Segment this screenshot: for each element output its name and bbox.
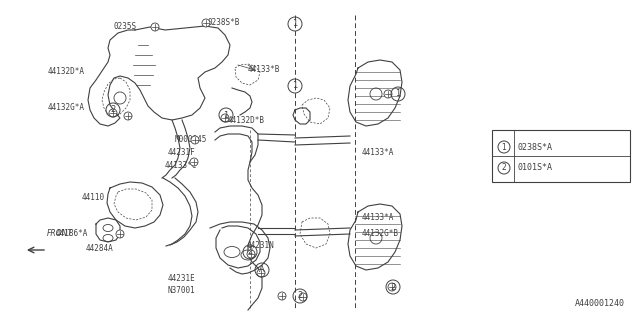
Text: 44133*A: 44133*A xyxy=(362,148,394,157)
Circle shape xyxy=(384,90,392,98)
Text: 44132D*A: 44132D*A xyxy=(48,67,85,76)
Bar xyxy=(492,130,630,182)
Circle shape xyxy=(109,109,117,117)
Circle shape xyxy=(299,293,307,301)
Circle shape xyxy=(191,136,199,144)
Text: 1: 1 xyxy=(292,82,298,91)
Text: 2: 2 xyxy=(502,164,506,172)
Text: 44284A: 44284A xyxy=(86,244,114,253)
Text: 0238S*B: 0238S*B xyxy=(208,18,241,27)
Circle shape xyxy=(124,112,132,120)
Text: 44231N: 44231N xyxy=(247,241,275,250)
Text: 2: 2 xyxy=(248,247,253,257)
Text: 2: 2 xyxy=(110,106,116,115)
Text: 44133*A: 44133*A xyxy=(362,213,394,222)
Circle shape xyxy=(278,292,286,300)
Text: FRONT: FRONT xyxy=(47,229,73,238)
Circle shape xyxy=(221,114,229,122)
Text: 44133*B: 44133*B xyxy=(248,65,280,74)
Text: 2: 2 xyxy=(390,283,396,292)
Text: 1: 1 xyxy=(502,142,506,151)
Text: A440001240: A440001240 xyxy=(575,299,625,308)
Text: 44132G*A: 44132G*A xyxy=(48,103,85,112)
Circle shape xyxy=(116,230,124,238)
Text: 0101S*A: 0101S*A xyxy=(518,164,553,172)
Text: 44132D*B: 44132D*B xyxy=(228,116,265,125)
Text: 44186*A: 44186*A xyxy=(56,229,88,238)
Text: 44110: 44110 xyxy=(82,193,105,202)
Text: M000045: M000045 xyxy=(175,135,207,144)
Text: N37001: N37001 xyxy=(168,286,196,295)
Text: 44231E: 44231E xyxy=(168,274,196,283)
Text: 44133*C: 44133*C xyxy=(165,161,197,170)
Text: 1: 1 xyxy=(292,20,298,28)
Circle shape xyxy=(151,23,159,31)
Text: 44231F: 44231F xyxy=(168,148,196,157)
Circle shape xyxy=(257,269,265,277)
Circle shape xyxy=(190,158,198,166)
Text: A: A xyxy=(259,266,265,275)
Text: 2: 2 xyxy=(298,292,303,300)
Circle shape xyxy=(247,250,255,258)
Text: 1: 1 xyxy=(223,110,228,119)
Text: 44132G*B: 44132G*B xyxy=(362,229,399,238)
Circle shape xyxy=(388,283,396,291)
Text: 1: 1 xyxy=(396,90,401,99)
Text: 0235S: 0235S xyxy=(113,22,136,31)
Text: 0238S*A: 0238S*A xyxy=(518,142,553,151)
Circle shape xyxy=(202,19,210,27)
